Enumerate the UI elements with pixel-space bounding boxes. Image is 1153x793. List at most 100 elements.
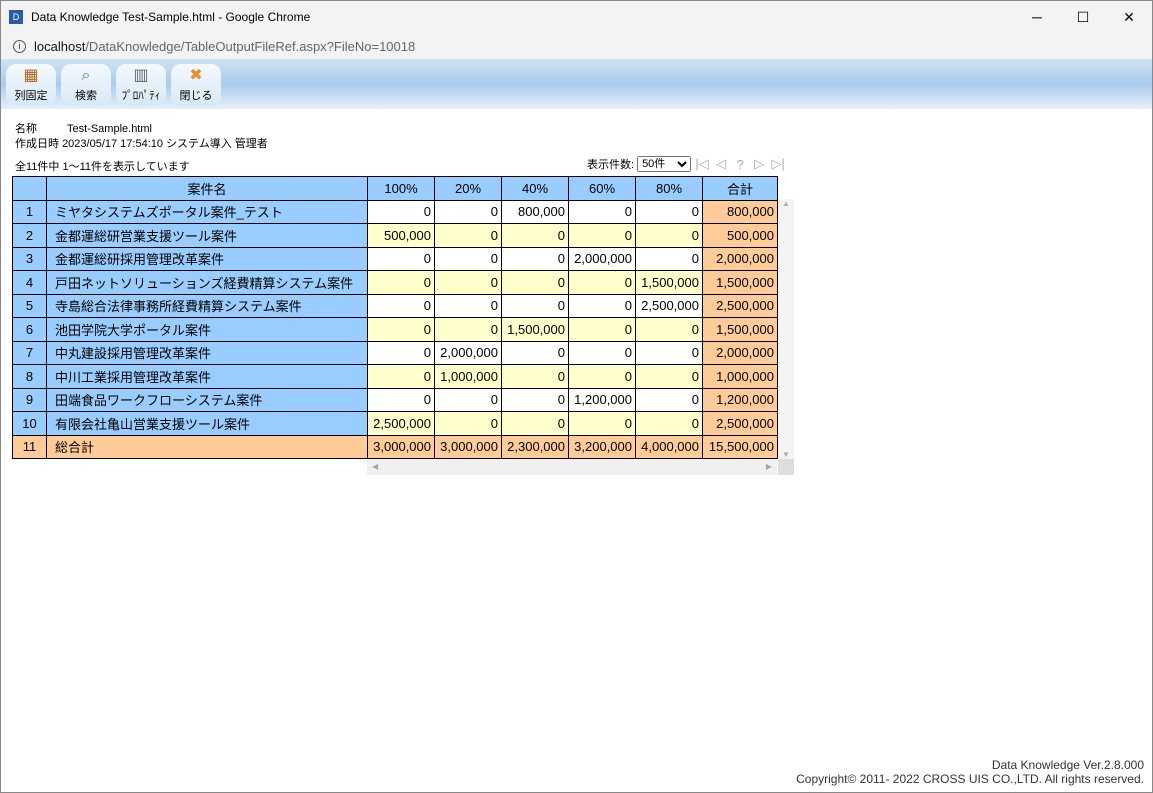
value-cell: 0: [568, 411, 636, 436]
info-icon[interactable]: i: [13, 39, 26, 53]
value-cell: 0: [501, 223, 569, 248]
pager: 表示件数: 50件 |◁ ◁ ? ▷ ▷|: [587, 156, 786, 172]
value-cell: 0: [434, 411, 502, 436]
close-window-button[interactable]: ✕: [1123, 9, 1135, 25]
value-cell: 0: [367, 293, 435, 318]
value-cell: 1,000,000: [434, 364, 502, 389]
total-cell: 2,500,000: [702, 411, 778, 436]
horizontal-scrollbar[interactable]: ◀ ▶: [367, 459, 777, 475]
total-cell: 1,500,000: [702, 270, 778, 295]
close-button[interactable]: ✖ 閉じる: [171, 64, 221, 106]
value-cell: 3,000,000: [434, 434, 502, 459]
value-cell: 0: [635, 411, 703, 436]
total-cell: 15,500,000: [702, 434, 778, 459]
row-number: 3: [12, 246, 47, 271]
value-cell: 0: [635, 387, 703, 412]
value-cell: 1,200,000: [568, 387, 636, 412]
column-header[interactable]: 案件名: [46, 176, 368, 201]
value-cell: 2,000,000: [568, 246, 636, 271]
value-cell: 2,500,000: [635, 293, 703, 318]
created-label: 作成日時: [15, 138, 59, 150]
grid-icon: ▦: [23, 67, 39, 84]
value-cell: 0: [367, 246, 435, 271]
row-number: 6: [12, 317, 47, 342]
first-page-icon[interactable]: |◁: [695, 156, 709, 171]
value-cell: 0: [434, 293, 502, 318]
value-cell: 0: [434, 317, 502, 342]
window-title: Data Knowledge Test-Sample.html - Google…: [31, 10, 311, 24]
toolbar: ▦ 列固定 ⌕ 検索 ▥ ﾌﾟﾛﾊﾟﾃｨ ✖ 閉じる: [1, 59, 1152, 109]
help-icon[interactable]: ?: [736, 156, 744, 172]
value-cell: 0: [434, 387, 502, 412]
project-name-cell: 金都運総研営業支援ツール案件: [46, 223, 368, 248]
row-number: 8: [12, 364, 47, 389]
column-header[interactable]: 20%: [434, 176, 502, 201]
url-path: /DataKnowledge/TableOutputFileRef.aspx?F…: [85, 38, 416, 54]
row-number: 4: [12, 270, 47, 295]
value-cell: 1,500,000: [501, 317, 569, 342]
project-name-cell: 池田学院大学ポータル案件: [46, 317, 368, 342]
value-cell: 0: [568, 364, 636, 389]
column-header[interactable]: [12, 176, 47, 201]
button-label: 検索: [75, 90, 97, 102]
value-cell: 2,500,000: [367, 411, 435, 436]
project-name-cell: 中丸建設採用管理改革案件: [46, 340, 368, 365]
column-header[interactable]: 60%: [568, 176, 636, 201]
value-cell: 0: [568, 317, 636, 342]
column-header[interactable]: 合計: [702, 176, 778, 201]
project-name-cell: 戸田ネットソリューションズ経費精算システム案件: [46, 270, 368, 295]
value-cell: 0: [635, 199, 703, 224]
value-cell: 500,000: [367, 223, 435, 248]
value-cell: 0: [367, 317, 435, 342]
address-bar[interactable]: i localhost/DataKnowledge/TableOutputFil…: [1, 33, 1152, 59]
value-cell: 0: [635, 246, 703, 271]
project-name-cell: 総合計: [46, 434, 368, 459]
value-cell: 0: [568, 340, 636, 365]
page-size-select[interactable]: 50件: [637, 156, 692, 172]
total-cell: 1,500,000: [702, 317, 778, 342]
name-label: 名称: [15, 123, 37, 135]
value-cell: 0: [635, 317, 703, 342]
value-cell: 0: [568, 270, 636, 295]
column-header[interactable]: 80%: [635, 176, 703, 201]
close-x-icon: ✖: [189, 67, 203, 84]
table-row: 5 寺島総合法律事務所経費精算システム案件 0 0 0 0 2,500,000 2,500,0…: [12, 293, 778, 318]
button-label: 列固定: [14, 90, 48, 102]
maximize-button[interactable]: ☐: [1076, 9, 1090, 25]
table-row: 10 有限会社亀山営業支援ツール案件 2,500,000 0 0 0 0 2,500,000: [12, 411, 778, 436]
app-icon: D: [9, 10, 23, 24]
page-size-label: 表示件数:: [587, 159, 635, 171]
search-button[interactable]: ⌕ 検索: [61, 64, 111, 106]
value-cell: 4,000,000: [635, 434, 703, 459]
value-cell: 0: [367, 340, 435, 365]
project-name-cell: ミヤタシステムズポータル案件_テスト: [46, 199, 368, 224]
value-cell: 0: [367, 270, 435, 295]
total-cell: 2,500,000: [702, 293, 778, 318]
table-row: 2 金都運総研営業支援ツール案件 500,000 0 0 0 0 500,000: [12, 223, 778, 248]
table-row: 1 ミヤタシステムズポータル案件_テスト 0 0 800,000 0 0 800,000: [12, 199, 778, 224]
table-row: 8 中川工業採用管理改革案件 0 1,000,000 0 0 0 1,000,000: [12, 364, 778, 389]
project-name-cell: 有限会社亀山営業支援ツール案件: [46, 411, 368, 436]
minimize-button[interactable]: ─: [1032, 9, 1042, 25]
properties-button[interactable]: ▥ ﾌﾟﾛﾊﾟﾃｨ: [116, 64, 166, 106]
row-number: 9: [12, 387, 47, 412]
prev-page-icon[interactable]: ◁: [716, 156, 727, 171]
value-cell: 0: [501, 411, 569, 436]
project-name-cell: 寺島総合法律事務所経費精算システム案件: [46, 293, 368, 318]
value-cell: 0: [367, 364, 435, 389]
value-cell: 0: [635, 223, 703, 248]
table-row: 3 金都運総研採用管理改革案件 0 0 0 2,000,000 0 2,000,000: [12, 246, 778, 271]
scroll-corner: [778, 459, 794, 475]
title-bar: D Data Knowledge Test-Sample.html - Goog…: [1, 1, 1152, 33]
column-header[interactable]: 100%: [367, 176, 435, 201]
next-page-icon[interactable]: ▷: [754, 156, 765, 171]
last-page-icon[interactable]: ▷|: [771, 156, 785, 171]
vertical-scrollbar[interactable]: ▲ ▼: [778, 199, 794, 459]
value-cell: 0: [635, 340, 703, 365]
button-label: ﾌﾟﾛﾊﾟﾃｨ: [121, 90, 161, 102]
freeze-columns-button[interactable]: ▦ 列固定: [6, 64, 56, 106]
version: Data Knowledge Ver.2.8.000: [991, 758, 1144, 772]
value-cell: 0: [501, 387, 569, 412]
project-name-cell: 中川工業採用管理改革案件: [46, 364, 368, 389]
column-header[interactable]: 40%: [501, 176, 569, 201]
